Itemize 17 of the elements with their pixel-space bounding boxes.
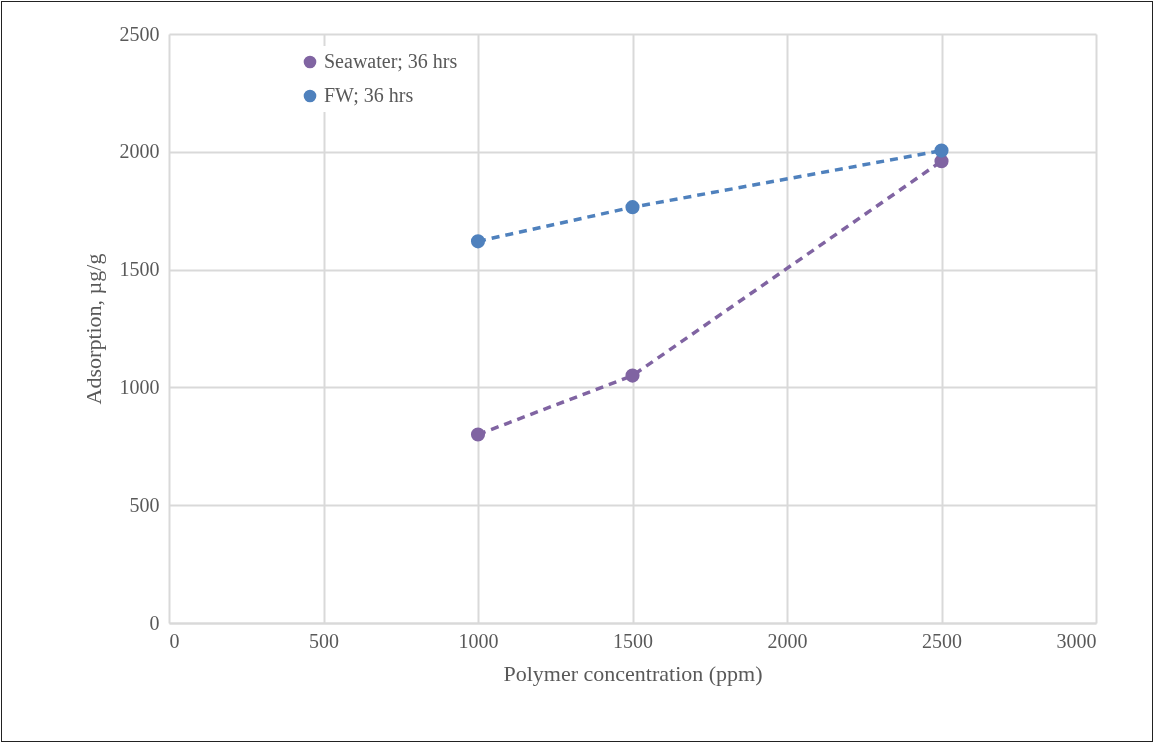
x-tick-label: 3000 — [1056, 629, 1097, 652]
y-tick-label: 2000 — [119, 140, 160, 163]
legend-label: Seawater; 36 hrs — [324, 50, 458, 72]
y-tick-label: 500 — [129, 493, 160, 516]
x-axis-title: Polymer concentration (ppm) — [503, 660, 763, 686]
legend-label: FW; 36 hrs — [324, 84, 414, 106]
x-tick-label: 1500 — [613, 629, 653, 652]
x-tick-label: 2000 — [767, 629, 808, 652]
x-tick-label: 500 — [309, 629, 339, 652]
x-tick-label: 2500 — [922, 629, 962, 652]
y-axis-title: Adsorption, µg/g — [80, 253, 106, 405]
x-tick-label: 1000 — [458, 629, 499, 652]
y-tick-label: 0 — [149, 611, 160, 634]
y-tick-label: 1500 — [119, 258, 160, 281]
x-tick-label: 0 — [169, 629, 180, 652]
y-tick-label: 2500 — [119, 22, 160, 45]
y-tick-label: 1000 — [119, 375, 160, 398]
